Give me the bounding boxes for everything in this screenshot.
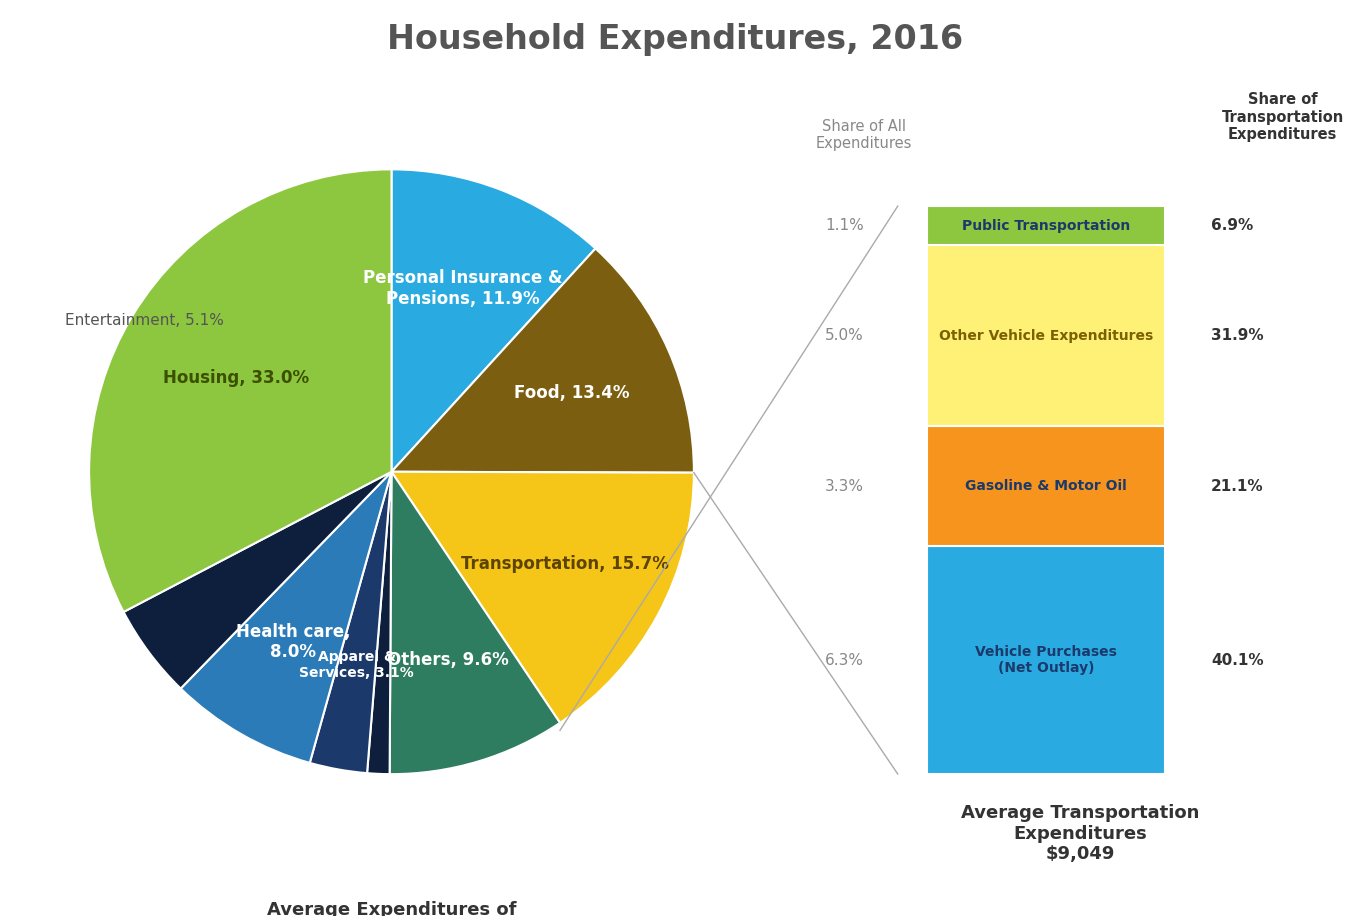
Text: Gasoline & Motor Oil: Gasoline & Motor Oil — [965, 479, 1127, 494]
Wedge shape — [392, 169, 595, 472]
Text: 6.3%: 6.3% — [825, 653, 864, 668]
Wedge shape — [309, 472, 392, 773]
Text: 31.9%: 31.9% — [1211, 328, 1264, 344]
Text: Other Vehicle Expenditures: Other Vehicle Expenditures — [940, 329, 1153, 343]
Text: Share of
Transportation
Expenditures: Share of Transportation Expenditures — [1222, 93, 1343, 142]
Bar — [927, 546, 1165, 774]
Text: 40.1%: 40.1% — [1211, 653, 1264, 668]
Text: Housing, 33.0%: Housing, 33.0% — [163, 369, 309, 387]
Text: 1.1%: 1.1% — [825, 218, 864, 234]
Text: 5.0%: 5.0% — [825, 328, 864, 344]
Bar — [927, 427, 1165, 546]
Text: Others, 9.6%: Others, 9.6% — [387, 651, 509, 669]
Text: Personal Insurance &
Pensions, 11.9%: Personal Insurance & Pensions, 11.9% — [363, 269, 563, 308]
Wedge shape — [124, 472, 391, 689]
Text: 6.9%: 6.9% — [1211, 218, 1253, 234]
Text: Household Expenditures, 2016: Household Expenditures, 2016 — [387, 23, 963, 56]
Text: Apparel &
Services, 3.1%: Apparel & Services, 3.1% — [300, 650, 414, 681]
Text: Share of All
Expenditures: Share of All Expenditures — [815, 119, 913, 151]
Wedge shape — [367, 472, 392, 774]
Wedge shape — [181, 472, 392, 763]
Wedge shape — [390, 472, 560, 774]
Bar — [927, 245, 1165, 427]
Text: Food, 13.4%: Food, 13.4% — [514, 384, 629, 402]
Text: Average Transportation
Expenditures
$9,049: Average Transportation Expenditures $9,0… — [961, 803, 1199, 864]
Text: 21.1%: 21.1% — [1211, 479, 1264, 494]
Text: 3.3%: 3.3% — [825, 479, 864, 494]
Text: Health care,
8.0%: Health care, 8.0% — [236, 623, 351, 661]
Text: Entertainment, 5.1%: Entertainment, 5.1% — [65, 313, 224, 328]
Text: Average Expenditures of
All Households
$57,311: Average Expenditures of All Households $… — [267, 901, 516, 916]
Wedge shape — [392, 472, 694, 723]
Wedge shape — [392, 248, 694, 473]
Wedge shape — [89, 169, 392, 612]
Bar — [927, 206, 1165, 245]
Text: Public Transportation: Public Transportation — [963, 219, 1130, 233]
Text: Vehicle Purchases
(Net Outlay): Vehicle Purchases (Net Outlay) — [975, 645, 1118, 675]
Text: Transportation, 15.7%: Transportation, 15.7% — [460, 555, 668, 573]
